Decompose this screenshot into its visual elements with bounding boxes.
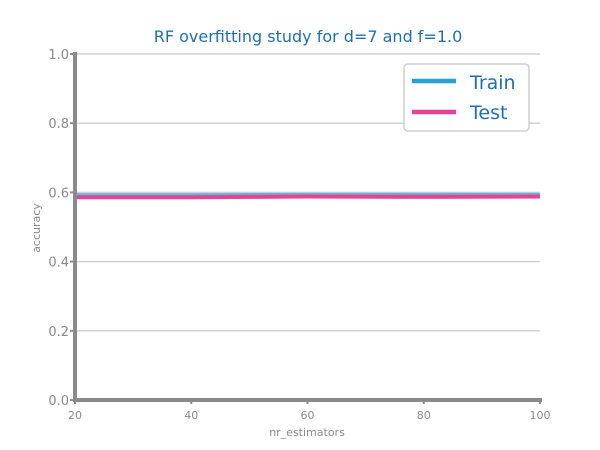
y-tick-label: 0.8: [48, 117, 69, 132]
legend-label-train: Train: [469, 72, 516, 94]
series-layer: [75, 192, 541, 200]
y-tick-label: 0.4: [48, 256, 69, 271]
y-tick-label: 0.0: [48, 394, 69, 409]
ticks: 0.0 0.2 0.4 0.6 0.8 1.0 20 40 60 80 100: [48, 48, 550, 422]
y-tick-label: 0.6: [48, 186, 69, 201]
chart-title: RF overfitting study for d=7 and f=1.0: [154, 27, 463, 46]
legend: Train Test: [403, 63, 530, 132]
x-axis-label: nr_estimators: [269, 426, 345, 439]
series-line-test: [75, 194, 541, 200]
x-tick-label: 40: [184, 409, 198, 422]
x-tick-label: 20: [68, 409, 82, 422]
x-tick-label: 80: [417, 409, 431, 422]
x-tick-label: 60: [301, 409, 315, 422]
y-axis-label: accuracy: [30, 203, 43, 253]
y-tick-label: 0.2: [48, 325, 69, 340]
legend-label-test: Test: [469, 102, 507, 124]
y-tick-label: 1.0: [48, 48, 69, 63]
x-tick-label: 100: [530, 409, 551, 422]
